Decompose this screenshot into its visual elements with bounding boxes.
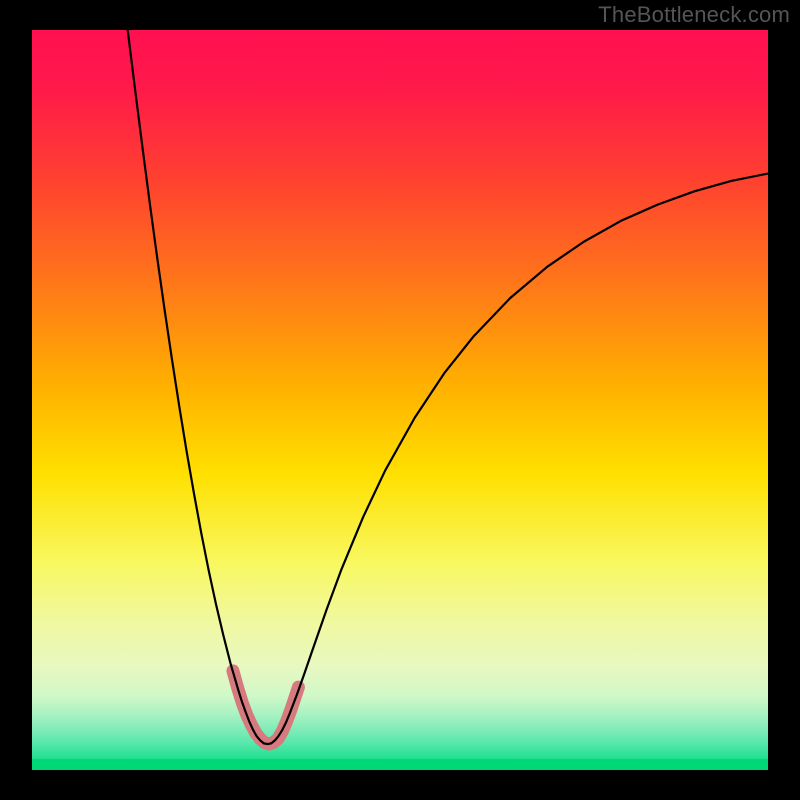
- watermark-text: TheBottleneck.com: [598, 2, 790, 28]
- chart-svg: [32, 30, 768, 770]
- bottom-green-band: [32, 759, 768, 770]
- plot-area: [32, 30, 768, 770]
- chart-stage: TheBottleneck.com: [0, 0, 800, 800]
